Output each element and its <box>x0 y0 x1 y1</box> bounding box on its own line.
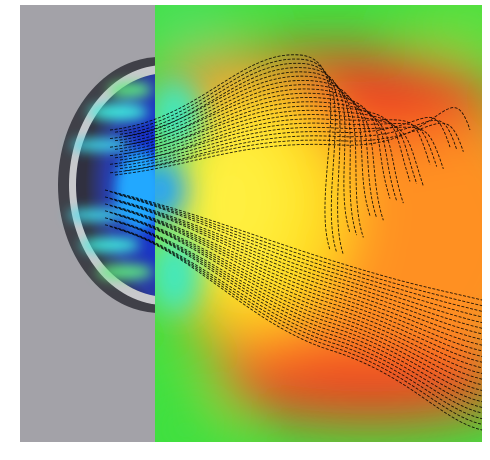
streamline <box>114 109 418 184</box>
streamline <box>109 205 483 352</box>
streamline <box>114 220 483 403</box>
streamline <box>124 67 351 233</box>
streamline <box>119 215 483 386</box>
streamline <box>109 122 464 174</box>
streamline <box>119 194 483 318</box>
streamline <box>124 84 378 219</box>
streamline <box>119 114 424 187</box>
streamline <box>114 213 483 380</box>
streamline <box>119 201 483 341</box>
streamline <box>114 200 483 335</box>
streamline <box>119 80 371 216</box>
streamline <box>109 212 483 374</box>
streamline <box>104 224 483 414</box>
streamline <box>104 189 483 301</box>
streamline <box>109 105 411 182</box>
streamline <box>114 126 444 169</box>
streamline <box>124 119 458 172</box>
color-field <box>155 5 482 442</box>
streamline <box>119 222 483 408</box>
streamline <box>114 206 483 357</box>
streamline <box>119 208 483 363</box>
streamline <box>109 122 438 167</box>
streamline <box>119 229 483 431</box>
streamline <box>109 54 332 251</box>
streamline <box>104 196 483 324</box>
streamline <box>114 227 483 425</box>
streamline <box>114 107 471 176</box>
dome <box>58 57 155 313</box>
streamline <box>114 92 391 199</box>
streamline <box>119 97 398 201</box>
streamlines <box>104 54 483 431</box>
streamline <box>124 118 431 165</box>
streamline <box>109 88 384 221</box>
streamline <box>109 226 483 420</box>
streamline <box>109 198 483 329</box>
streamline <box>114 58 338 253</box>
streamline <box>124 101 404 204</box>
streamline <box>104 203 483 346</box>
streamline <box>104 217 483 391</box>
streamline <box>119 63 344 255</box>
streamline <box>114 193 483 312</box>
streamline <box>119 116 451 170</box>
streamline <box>109 219 483 397</box>
streamline <box>114 75 364 238</box>
